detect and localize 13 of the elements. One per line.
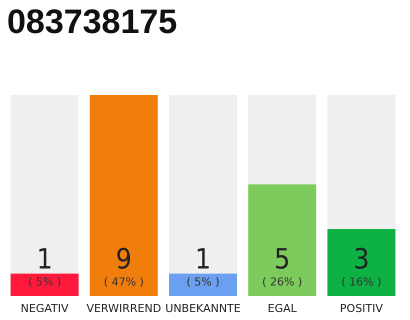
data-label: 1 ( 5% ) (186, 242, 220, 288)
bar (169, 274, 237, 296)
data-label: 1 ( 5% ) (28, 242, 62, 288)
data-label: 3 ( 16% ) (341, 242, 382, 288)
chart-title: 083738175 (7, 3, 178, 41)
bar (10, 274, 79, 296)
x-tick-label: VERWIRREND (86, 302, 162, 315)
x-tick-label: EGAL (268, 302, 298, 315)
data-label: 9 ( 47% ) (104, 242, 144, 288)
x-tick-label: POSITIV (340, 302, 384, 315)
x-tick-label: NEGATIV (20, 302, 69, 315)
x-tick-label: UNBEKANNTE (165, 302, 241, 315)
data-label: 5 ( 26% ) (262, 242, 302, 288)
